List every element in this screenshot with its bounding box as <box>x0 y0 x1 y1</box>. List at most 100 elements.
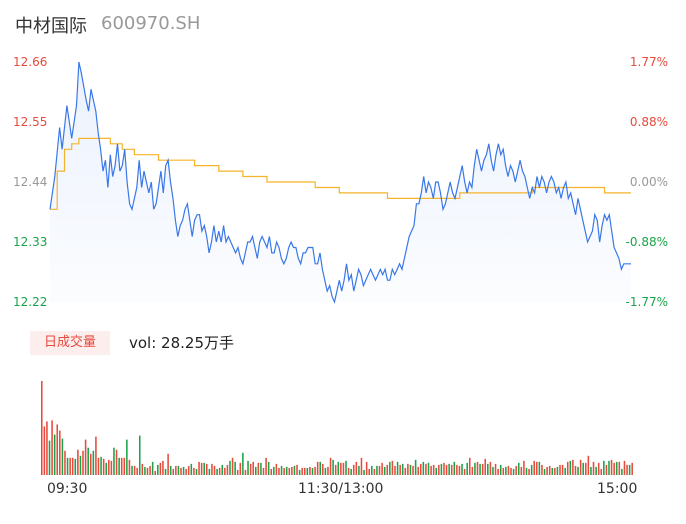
volume-bar <box>43 426 46 475</box>
volume-bar <box>541 464 543 475</box>
volume-bar <box>291 466 293 475</box>
price-line <box>49 61 631 304</box>
volume-bar <box>352 464 355 475</box>
volume-bar <box>288 467 291 475</box>
volume-bar <box>123 457 126 475</box>
volume-bar <box>252 461 254 475</box>
volume-bar <box>538 461 541 475</box>
volume-bar <box>151 461 154 475</box>
volume-bar <box>270 468 273 475</box>
volume-bar <box>102 458 105 475</box>
volume-bar <box>285 466 288 475</box>
volume-bar <box>149 465 151 475</box>
volume-bar <box>213 465 216 475</box>
volume-bar <box>118 457 120 475</box>
volume-bar <box>494 463 497 475</box>
volume-bar <box>262 467 265 475</box>
volume-bar <box>376 465 378 475</box>
volume-bar <box>605 464 608 475</box>
volume-bar <box>154 470 156 475</box>
volume-bar <box>476 461 479 475</box>
volume-bar <box>41 381 43 475</box>
volume-bar <box>278 467 280 475</box>
volume-bar <box>368 468 370 475</box>
volume-bar <box>133 465 136 475</box>
volume-bar <box>144 466 146 475</box>
volume-bar <box>265 457 267 475</box>
volume-bar <box>61 438 64 475</box>
volume-bar <box>603 460 605 475</box>
percent-tick-label: -0.88% <box>626 235 668 249</box>
volume-bar <box>443 462 445 475</box>
volume-bar <box>628 464 631 475</box>
volume-bar <box>200 462 203 475</box>
volume-bar <box>46 421 48 475</box>
volume-bar <box>350 468 352 475</box>
volume-bar <box>87 447 89 475</box>
volume-bar <box>167 453 169 475</box>
volume-bar <box>355 461 358 475</box>
volume-bar <box>74 458 77 475</box>
volume-bar <box>515 465 517 475</box>
volume-bar <box>420 463 422 475</box>
volume-bar <box>247 460 249 475</box>
volume-bar <box>484 458 487 475</box>
volume-bar <box>456 464 458 475</box>
price-tick-label: 12.44 <box>13 175 47 189</box>
volume-bar <box>48 440 51 475</box>
volume-bar <box>164 468 167 475</box>
volume-bar <box>559 464 561 475</box>
time-label-close: 15:00 <box>597 481 638 497</box>
volume-bar <box>600 468 603 475</box>
percent-tick-label: 0.00% <box>630 175 668 189</box>
volume-bar <box>582 462 584 475</box>
volume-bar <box>138 435 141 475</box>
volume-bar <box>56 424 59 475</box>
volume-bar <box>404 467 407 475</box>
volume-bar <box>502 467 505 475</box>
volume-bar <box>468 457 471 475</box>
volume-bar <box>108 459 110 475</box>
volume-bar <box>64 450 66 475</box>
volume-bar <box>239 462 242 475</box>
volume-bar <box>221 464 224 475</box>
volume-bar <box>303 467 306 475</box>
volume-bar <box>492 466 494 475</box>
volume-bar <box>234 461 236 475</box>
volume-bar <box>89 453 92 475</box>
volume-bar <box>618 461 621 475</box>
volume-bar <box>631 462 633 475</box>
volume-bar <box>345 460 347 475</box>
volume-bar <box>412 465 414 475</box>
volume-bar <box>280 465 283 475</box>
volume-bar <box>621 468 623 475</box>
volume-bar <box>301 467 303 475</box>
volume-bar <box>365 461 368 475</box>
volume-bar <box>66 457 69 475</box>
volume-bar <box>128 459 131 475</box>
volume-bar <box>497 468 499 475</box>
volume-bar <box>53 434 56 475</box>
volume-bar <box>157 464 159 475</box>
stock-code: 600970.SH <box>101 13 201 34</box>
volume-bar <box>466 462 468 475</box>
volume-bar <box>507 465 510 475</box>
volume-bar <box>590 466 592 475</box>
volume-bar <box>195 468 198 475</box>
volume-bar <box>432 464 435 475</box>
volume-bar <box>141 463 144 475</box>
volume-bar <box>190 463 193 475</box>
volume-bar <box>461 463 463 475</box>
volume-bar <box>203 462 205 475</box>
volume-bar <box>82 450 84 475</box>
volume-bar <box>543 468 546 475</box>
volume-bar <box>187 465 190 475</box>
volume-bar <box>597 462 600 475</box>
volume-bar <box>401 463 404 475</box>
volume-bar <box>425 463 427 475</box>
volume-bar <box>249 463 252 475</box>
percent-tick-label: 0.88% <box>630 115 668 129</box>
volume-bar <box>229 460 231 475</box>
volume-bar <box>136 467 138 475</box>
